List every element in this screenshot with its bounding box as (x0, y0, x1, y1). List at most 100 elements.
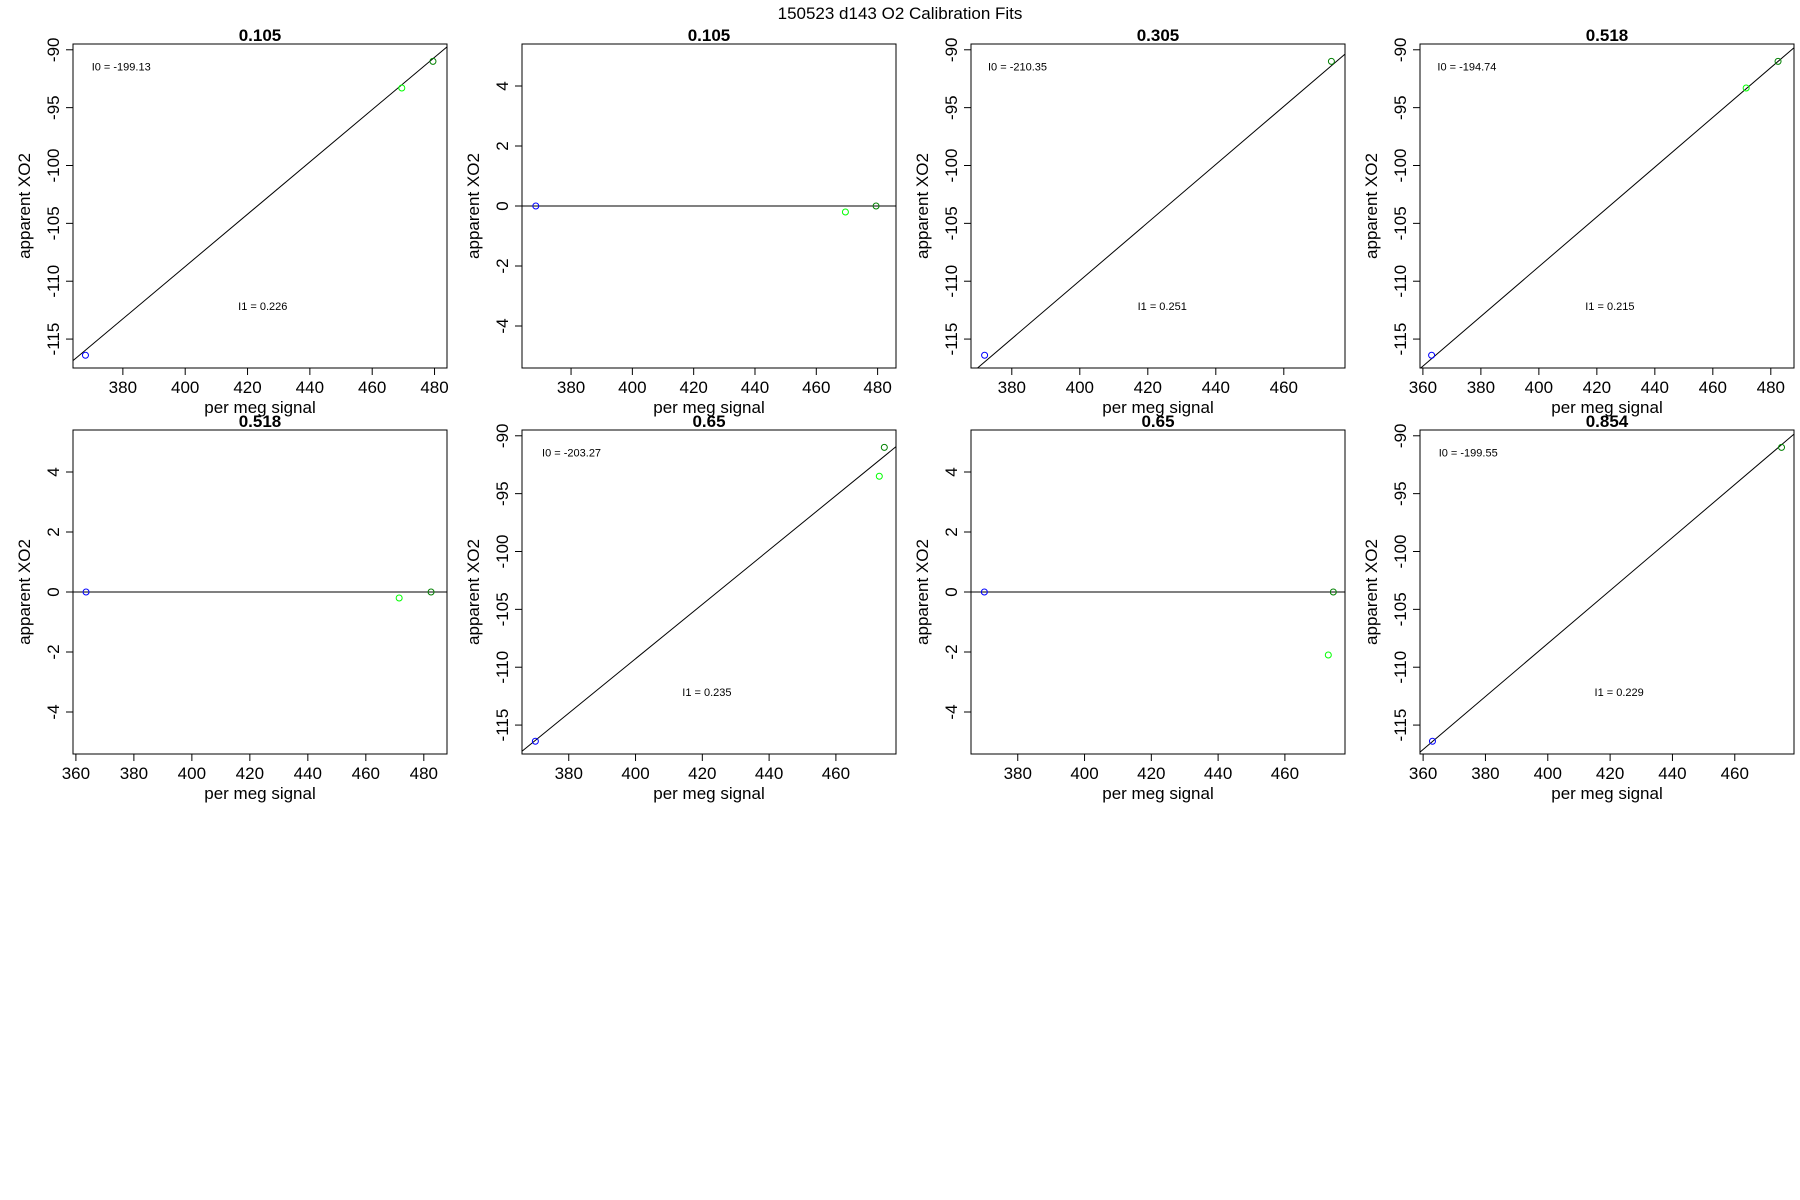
data-point (875, 472, 883, 480)
y-tick-label: -95 (942, 95, 961, 120)
fit-annotation: I1 = 0.251 (1138, 301, 1187, 313)
y-tick-label: -2 (44, 644, 63, 659)
y-axis-label: apparent XO2 (1362, 153, 1381, 259)
x-tick-label: 400 (621, 764, 649, 783)
x-tick-label: 480 (410, 764, 438, 783)
data-point (1774, 57, 1782, 65)
x-tick-label: 380 (557, 378, 585, 397)
y-tick-label: -115 (942, 323, 961, 356)
y-tick-label: -95 (493, 481, 512, 506)
y-axis-label: apparent XO2 (913, 153, 932, 259)
y-tick-label: 2 (942, 527, 961, 536)
panel-title: 0.105 (239, 26, 282, 45)
fit-annotation: I1 = 0.215 (1585, 301, 1634, 313)
data-point (398, 84, 406, 92)
x-tick-label: 440 (741, 378, 769, 397)
fit-line (72, 46, 448, 362)
data-point (427, 588, 435, 596)
x-tick-label: 440 (296, 378, 324, 397)
x-axis-label: per meg signal (653, 784, 765, 803)
x-tick-label: 380 (1004, 764, 1032, 783)
y-tick-label: -110 (44, 265, 63, 298)
x-tick-label: 400 (1534, 764, 1562, 783)
x-tick-label: 400 (618, 378, 646, 397)
x-axis-label: per meg signal (204, 398, 316, 417)
x-tick-label: 400 (1070, 764, 1098, 783)
x-axis-label: per meg signal (1551, 784, 1663, 803)
data-point (1324, 651, 1332, 659)
x-tick-label: 460 (352, 764, 380, 783)
data-point (981, 351, 989, 359)
y-tick-label: 0 (493, 201, 512, 210)
y-tick-label: -90 (493, 423, 512, 448)
y-tick-label: -115 (493, 709, 512, 742)
y-axis-label: apparent XO2 (464, 539, 483, 645)
y-tick-label: -100 (493, 534, 512, 568)
plot-frame (970, 43, 1346, 369)
y-tick-label: -105 (942, 206, 961, 240)
y-tick-label: -110 (1391, 265, 1410, 298)
plot-frame (521, 429, 897, 755)
panel-title: 0.854 (1586, 412, 1629, 431)
x-tick-label: 460 (1699, 378, 1727, 397)
y-tick-label: -105 (1391, 592, 1410, 626)
x-axis-label: per meg signal (1102, 784, 1214, 803)
x-tick-label: 460 (822, 764, 850, 783)
y-tick-label: 4 (942, 467, 961, 476)
data-point (429, 57, 437, 65)
x-tick-label: 440 (755, 764, 783, 783)
y-tick-label: -110 (1391, 651, 1410, 684)
y-tick-label: -90 (1391, 423, 1410, 448)
y-tick-label: -115 (44, 323, 63, 356)
y-tick-label: -105 (493, 592, 512, 626)
x-tick-label: 360 (1409, 378, 1437, 397)
data-point (82, 588, 90, 596)
y-tick-label: -90 (44, 37, 63, 62)
x-tick-label: 380 (120, 764, 148, 783)
chart-panel: 0.854 360 380 400 420 440 460 -115 -110 -105 -100 -… (1362, 412, 1795, 803)
x-tick-label: 460 (1721, 764, 1749, 783)
data-point (531, 737, 539, 745)
x-tick-label: 440 (1641, 378, 1669, 397)
panel-title: 0.518 (1586, 26, 1629, 45)
x-tick-label: 420 (236, 764, 264, 783)
y-tick-label: 4 (44, 467, 63, 476)
x-axis-label: per meg signal (1551, 398, 1663, 417)
y-tick-label: -110 (493, 651, 512, 684)
data-point (1329, 588, 1337, 596)
y-tick-label: -105 (1391, 206, 1410, 240)
x-tick-label: 400 (1525, 378, 1553, 397)
plot-frame (1419, 429, 1795, 755)
data-point (1327, 57, 1335, 65)
y-axis-label: apparent XO2 (913, 539, 932, 645)
x-tick-label: 380 (998, 378, 1026, 397)
x-tick-label: 420 (1596, 764, 1624, 783)
y-tick-label: 4 (493, 81, 512, 90)
data-point (532, 202, 540, 210)
y-tick-label: 0 (44, 587, 63, 596)
fit-annotation: I1 = 0.229 (1595, 687, 1644, 699)
x-tick-label: 420 (1583, 378, 1611, 397)
panel-title: 0.305 (1137, 26, 1180, 45)
fit-annotation: I0 = -199.13 (92, 62, 151, 74)
y-tick-label: -95 (1391, 95, 1410, 120)
x-tick-label: 400 (178, 764, 206, 783)
y-axis-label: apparent XO2 (464, 153, 483, 259)
data-point (841, 208, 849, 216)
x-tick-label: 400 (1066, 378, 1094, 397)
plot-frame (72, 43, 448, 369)
y-tick-label: 2 (44, 527, 63, 536)
fit-line (1419, 433, 1795, 753)
y-tick-label: -100 (44, 148, 63, 182)
chart-panel: 0.518 360 380 400 420 440 460 480 -115 -110 -105 -1… (1362, 26, 1795, 417)
x-tick-label: 420 (1134, 378, 1162, 397)
data-point (872, 202, 880, 210)
fit-line (1420, 47, 1795, 369)
figure-title: 150523 d143 O2 Calibration Fits (778, 4, 1023, 23)
y-tick-label: 0 (942, 587, 961, 596)
y-tick-label: -105 (44, 206, 63, 240)
x-tick-label: 480 (1757, 378, 1785, 397)
y-axis-label: apparent XO2 (1362, 539, 1381, 645)
data-point (1428, 737, 1436, 745)
